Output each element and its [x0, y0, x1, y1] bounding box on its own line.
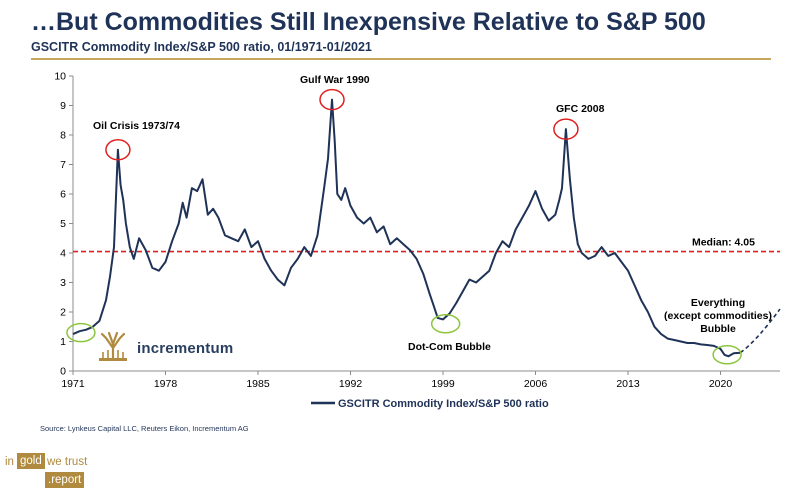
x-tick-label: 2013: [616, 378, 640, 390]
annotation-circle-green: [66, 322, 96, 343]
annotation-gfc: GFC 2008: [556, 103, 605, 115]
x-tick-label: 1985: [246, 378, 270, 390]
annotation-everything-bubble: Everything: [691, 297, 745, 309]
median-label: Median: 4.05: [692, 237, 755, 249]
annotation-circle-green: [430, 314, 461, 334]
y-tick-label: 9: [60, 100, 66, 112]
page-subtitle: GSCITR Commodity Index/S&P 500 ratio, 01…: [31, 40, 372, 54]
annotation-oil-crisis: Oil Crisis 1973/74: [93, 120, 180, 132]
annotation-dotcom: Dot-Com Bubble: [408, 341, 491, 353]
annotation-circle-red: [553, 118, 579, 140]
annotation-circle-red: [105, 139, 131, 161]
logo-wordmark: incrementum: [137, 340, 234, 357]
annotation-circle-red: [319, 88, 345, 111]
brand-trust: we trust: [47, 456, 88, 468]
y-tick-label: 10: [54, 71, 66, 83]
x-tick-label: 2006: [524, 378, 548, 390]
source-note: Source: Lynkeus Capital LLC, Reuters Eik…: [40, 424, 249, 433]
annotation-everything-bubble: (except commodities): [664, 310, 772, 322]
y-tick-label: 2: [60, 307, 66, 319]
annotation-circle-green: [712, 345, 742, 365]
y-tick-label: 8: [60, 130, 66, 142]
annotation-everything-bubble: Bubble: [700, 323, 736, 335]
brand-gold: gold: [17, 453, 45, 469]
brand-report: .report: [45, 472, 85, 488]
x-tick-label: 1992: [339, 378, 363, 390]
y-tick-label: 1: [60, 336, 66, 348]
incrementum-logo: incrementum: [97, 330, 237, 366]
y-tick-label: 4: [60, 248, 66, 260]
y-tick-label: 6: [60, 189, 66, 201]
annotation-gulf-war: Gulf War 1990: [300, 74, 370, 86]
x-tick-label: 1999: [431, 378, 455, 390]
x-tick-label: 2020: [709, 378, 733, 390]
legend-label: GSCITR Commodity Index/S&P 500 ratio: [338, 398, 549, 410]
y-tick-label: 3: [60, 277, 66, 289]
x-tick-label: 1978: [154, 378, 178, 390]
brand-in: in: [5, 456, 14, 468]
y-tick-label: 7: [60, 159, 66, 171]
ingoldwetrust-logo: in gold we trust .report: [0, 452, 100, 492]
tree-icon: [99, 331, 127, 361]
y-tick-label: 5: [60, 218, 66, 230]
series-line-gscitr-ratio: [72, 98, 741, 358]
title-divider: [31, 58, 771, 60]
x-tick-label: 1971: [61, 378, 85, 390]
y-tick-label: 0: [60, 366, 66, 378]
page-title: …But Commodities Still Inexpensive Relat…: [31, 8, 706, 36]
